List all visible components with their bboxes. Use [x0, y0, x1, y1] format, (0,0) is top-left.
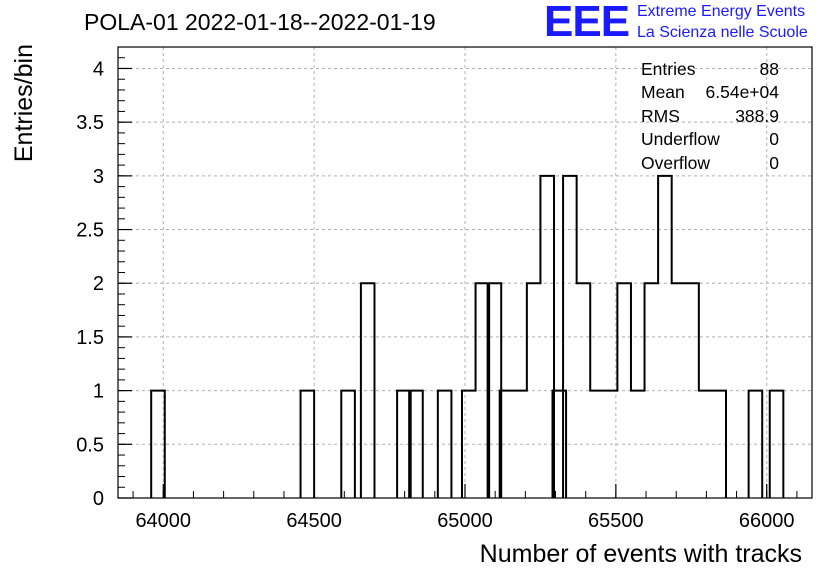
logo-line-1: Extreme Energy Events	[637, 3, 806, 20]
stat-label: RMS	[641, 105, 680, 126]
y-tick-label: 0.5	[76, 434, 104, 456]
y-tick-label: 4	[93, 58, 104, 80]
stat-label: Entries	[641, 59, 696, 79]
stat-label: Mean	[641, 82, 685, 103]
y-tick-label: 2.5	[76, 220, 104, 242]
stat-row-rms: RMS 388.9	[641, 106, 779, 129]
x-tick-label: 64000	[135, 510, 191, 532]
histogram-outline	[150, 174, 785, 498]
stat-value: 388.9	[735, 105, 779, 126]
x-tick-label: 65000	[437, 510, 493, 532]
histogram-bin	[770, 391, 784, 498]
y-tick-label: 3.5	[76, 112, 104, 134]
stat-label: Underflow	[641, 129, 720, 150]
y-tick-label: 1	[93, 381, 104, 403]
stat-value: 88	[759, 59, 779, 79]
stat-row-underflow: Underflow 0	[641, 129, 779, 152]
stat-value: 6.54e+04	[705, 82, 779, 103]
logo-line-2: La Scienza nelle Scuole	[637, 24, 808, 41]
x-tick-label: 64500	[286, 510, 342, 532]
stat-row-entries: Entries 88	[641, 59, 779, 82]
stat-row-overflow: Overflow 0	[641, 153, 779, 176]
eee-logo: EEE	[544, 0, 630, 46]
y-tick-label: 1.5	[76, 327, 104, 349]
stat-value: 0	[769, 152, 779, 173]
stat-label: Overflow	[641, 152, 711, 173]
stat-row-mean: Mean 6.54e+04	[641, 82, 779, 105]
chart-title: POLA-01 2022-01-18--2022-01-19	[84, 9, 436, 35]
stats-box: Entries 88 Mean 6.54e+04 RMS 388.9 Under…	[641, 59, 779, 176]
y-tick-label: 3	[93, 166, 104, 188]
x-tick-label: 65500	[588, 510, 644, 532]
y-axis-title: Entries/bin	[10, 44, 38, 162]
stat-value: 0	[769, 129, 779, 150]
y-tick-label: 0	[93, 488, 104, 510]
axes: 0 0.5 1 1.5 2 2.5 3 3.5 4 64000 64500 65000 65500 660…	[76, 46, 798, 532]
x-axis-title: Number of events with tracks	[480, 540, 802, 568]
y-tick-label: 2	[93, 273, 104, 295]
x-tick-label: 66000	[739, 510, 795, 532]
